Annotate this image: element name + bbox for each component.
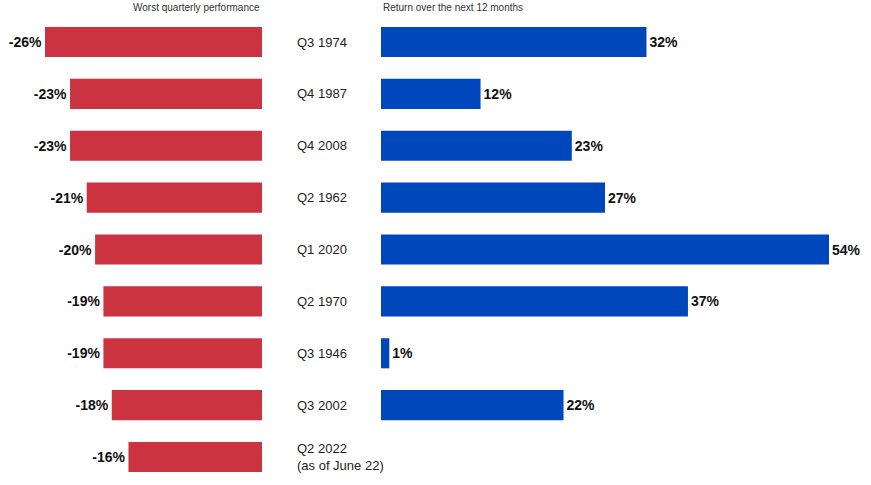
svg-text:32%: 32% [649, 34, 678, 50]
svg-text:54%: 54% [832, 242, 861, 258]
svg-text:Q2 1970: Q2 1970 [297, 294, 347, 309]
svg-text:-19%: -19% [67, 345, 100, 361]
svg-text:23%: 23% [575, 138, 604, 154]
svg-text:37%: 37% [691, 293, 720, 309]
svg-text:-16%: -16% [92, 449, 125, 465]
svg-text:1%: 1% [392, 345, 413, 361]
svg-text:Q2 2022(as of June 22): Q2 2022(as of June 22) [297, 441, 384, 473]
svg-text:Q1 2020: Q1 2020 [297, 242, 347, 257]
svg-text:Worst quarterly performance: Worst quarterly performance [133, 2, 260, 13]
svg-text:-18%: -18% [76, 397, 109, 413]
svg-text:Q4 1987: Q4 1987 [297, 86, 347, 101]
svg-text:Q4 2008: Q4 2008 [297, 138, 347, 153]
svg-text:Return over the next 12 months: Return over the next 12 months [383, 2, 523, 13]
svg-text:-21%: -21% [50, 190, 83, 206]
svg-text:12%: 12% [484, 86, 513, 102]
svg-text:27%: 27% [608, 190, 637, 206]
svg-text:-20%: -20% [59, 242, 92, 258]
svg-text:-26%: -26% [9, 34, 42, 50]
svg-text:Q3 1974: Q3 1974 [297, 34, 347, 49]
svg-text:Q3 1946: Q3 1946 [297, 346, 347, 361]
svg-text:Q2 1962: Q2 1962 [297, 190, 347, 205]
svg-text:-23%: -23% [34, 138, 67, 154]
svg-text:Q3 2002: Q3 2002 [297, 398, 347, 413]
svg-text:-19%: -19% [67, 293, 100, 309]
svg-text:22%: 22% [567, 397, 596, 413]
svg-text:-23%: -23% [34, 86, 67, 102]
